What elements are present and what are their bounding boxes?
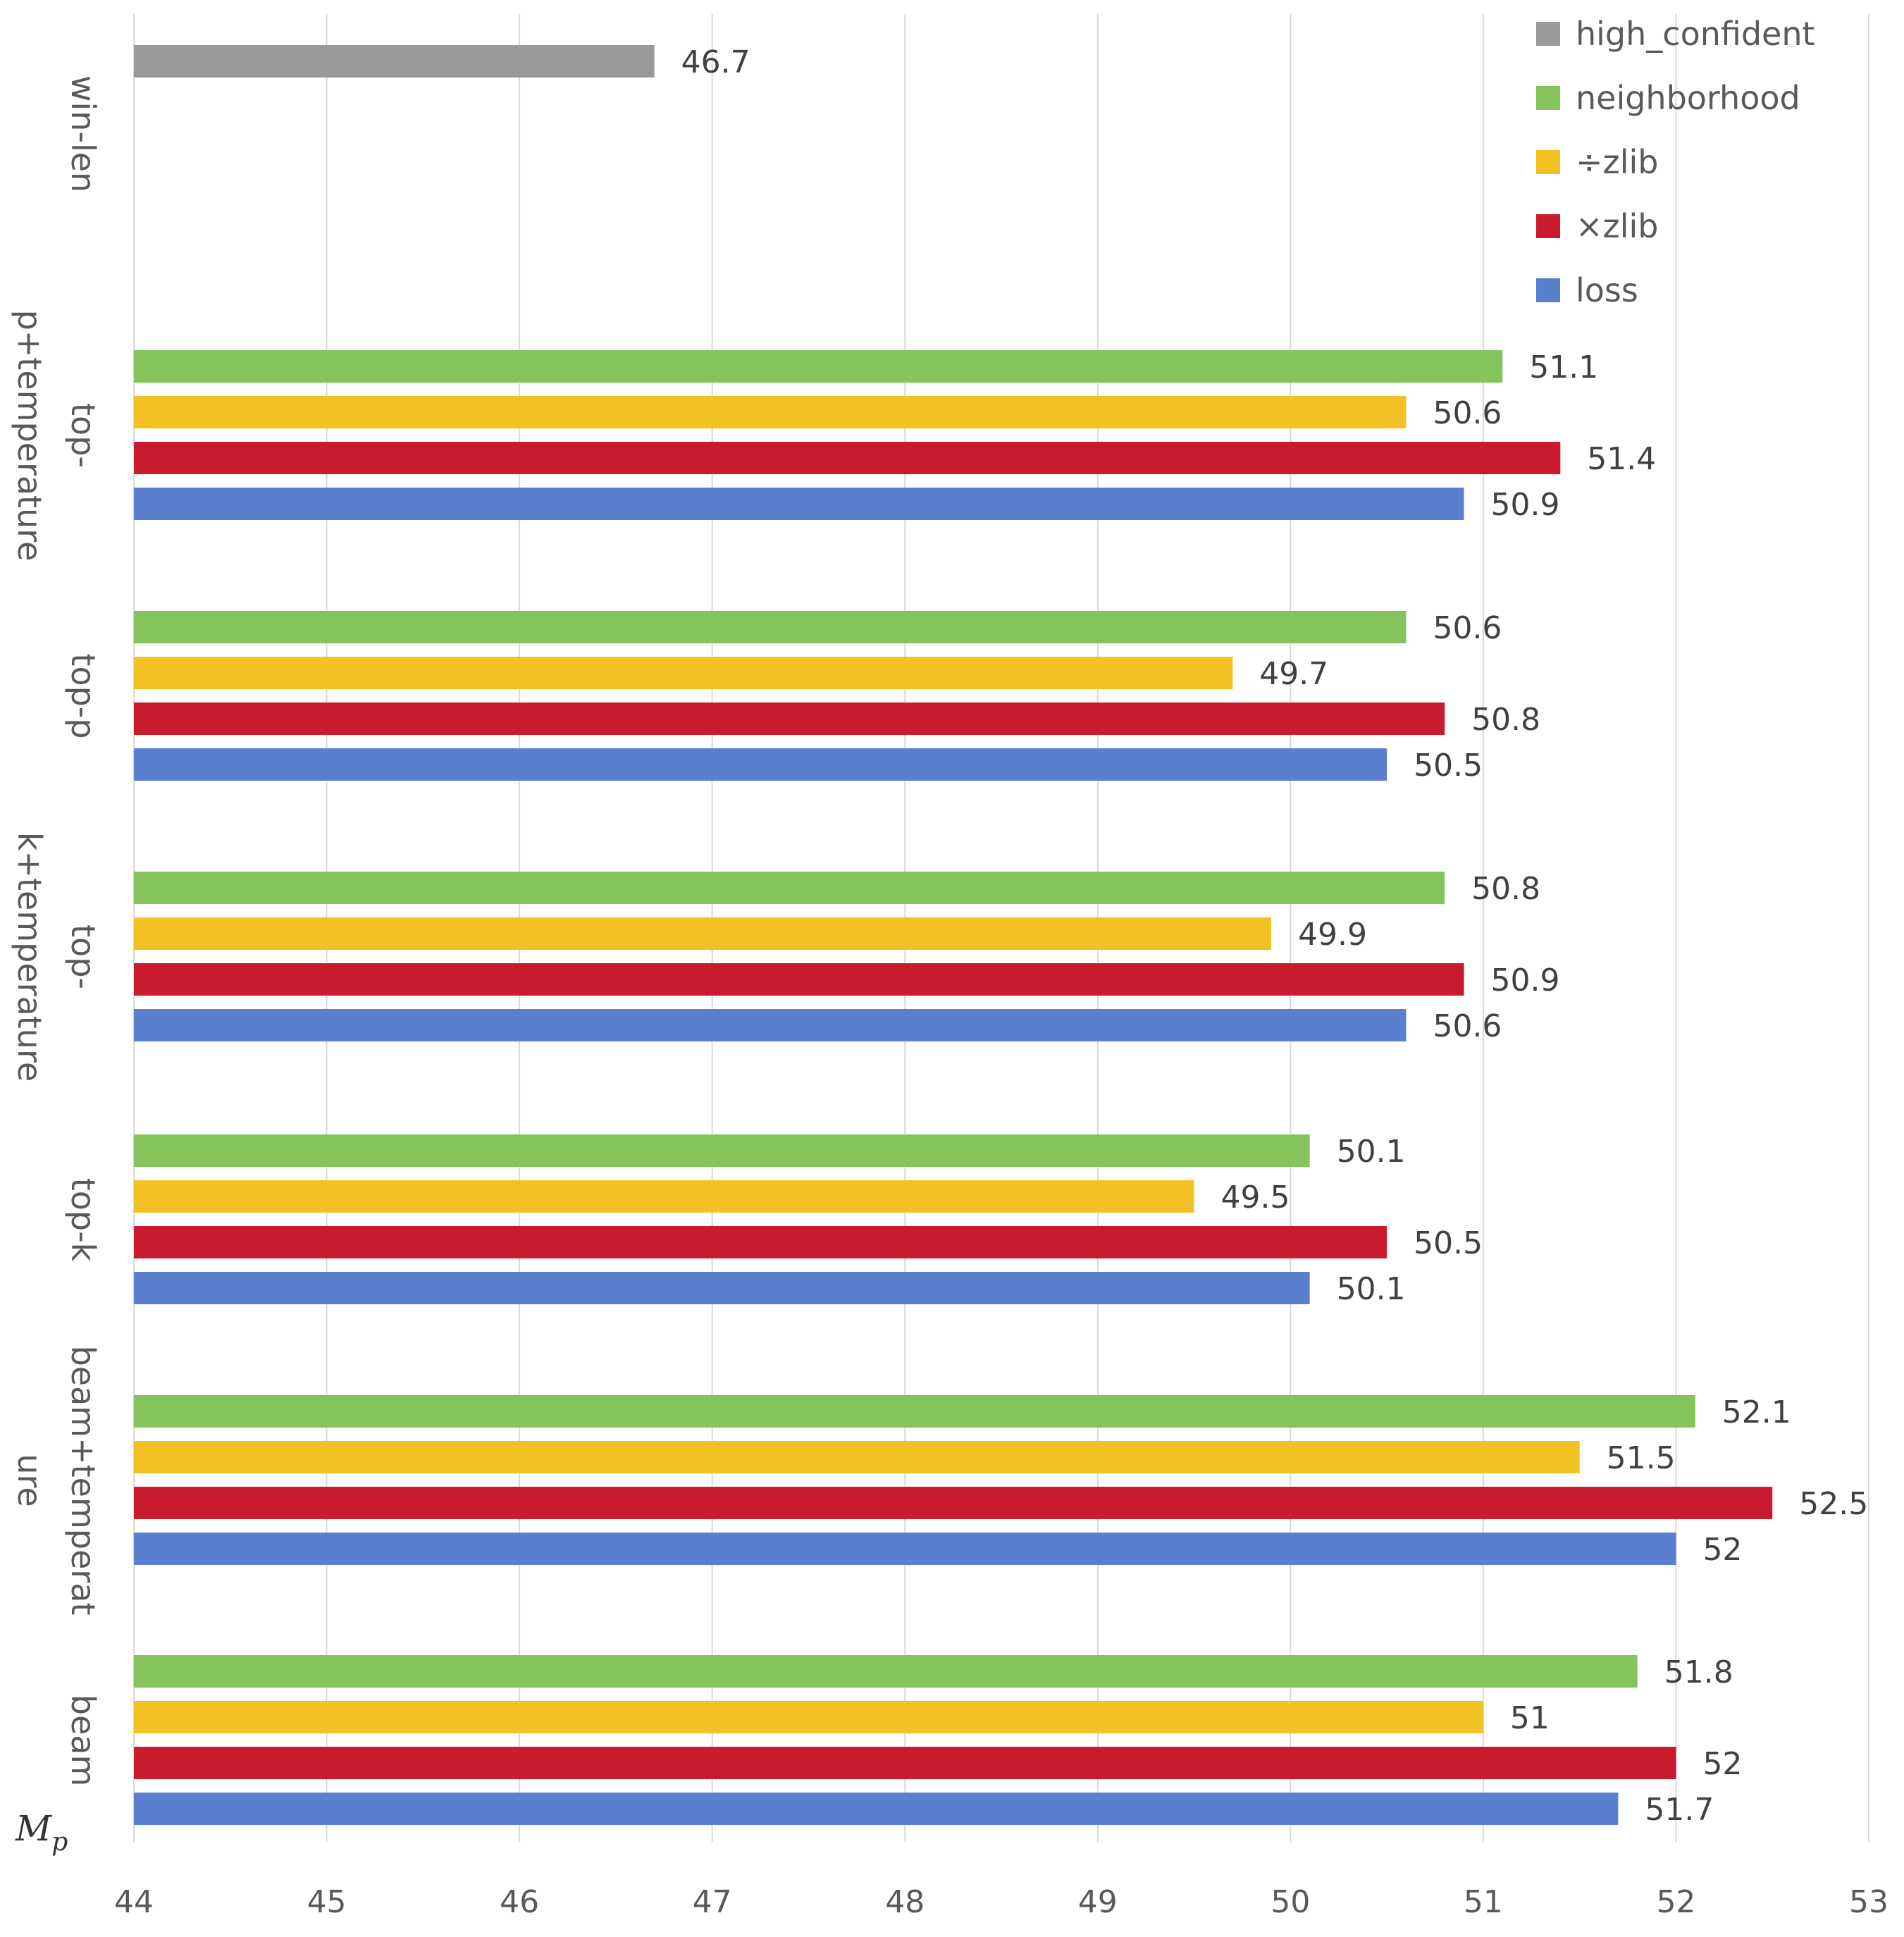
category-label-6-line-0: beam (64, 1695, 102, 1787)
bar-÷zlib-2 (134, 657, 1233, 689)
data-label-neighborhood-3: 50.8 (1471, 871, 1540, 907)
bar-neighborhood-3 (134, 872, 1445, 904)
bar-×zlib-4 (134, 1226, 1387, 1258)
bar-neighborhood-2 (134, 611, 1407, 643)
data-label-neighborhood-6: 51.8 (1664, 1654, 1733, 1690)
corner-label-main: M (15, 1808, 53, 1849)
data-label-high_confident-0: 46.7 (681, 44, 750, 80)
legend-swatch-÷zlib (1536, 150, 1560, 174)
x-tick-label-51: 51 (1464, 1884, 1503, 1920)
x-tick-label-50: 50 (1271, 1884, 1310, 1920)
legend-label-÷zlib: ÷zlib (1576, 143, 1658, 181)
data-label-loss-4: 50.1 (1337, 1271, 1406, 1307)
category-label-1-line-0: top- (64, 403, 102, 468)
legend-swatch-loss (1536, 278, 1560, 302)
data-label-÷zlib-5: 51.5 (1607, 1440, 1676, 1476)
bar-÷zlib-1 (134, 396, 1407, 428)
x-axis-ticks: 44 45 46 47 48 49 50 51 52 53 (114, 1884, 1888, 1920)
bar-loss-1 (134, 488, 1464, 520)
category-label-4-line-0: top-k (64, 1178, 102, 1262)
bar-loss-4 (134, 1272, 1310, 1304)
data-label-neighborhood-4: 50.1 (1337, 1134, 1406, 1170)
category-label-3-line-1: k+temperature (11, 832, 49, 1082)
category-label-2-line-0: top-p (64, 653, 102, 738)
category-label-1-line-1: p+temperature (11, 310, 49, 562)
bar-loss-2 (134, 748, 1387, 781)
bar-neighborhood-6 (134, 1655, 1638, 1688)
x-tick-label-49: 49 (1078, 1884, 1118, 1920)
x-tick-label-45: 45 (307, 1884, 347, 1920)
bar-loss-5 (134, 1533, 1676, 1565)
bars (134, 45, 1773, 1825)
bar-×zlib-6 (134, 1747, 1676, 1779)
legend-label-high_confident: high_confident (1576, 15, 1815, 53)
x-tick-label-44: 44 (114, 1884, 154, 1920)
x-tick-label-53: 53 (1849, 1884, 1888, 1920)
bar-÷zlib-4 (134, 1180, 1194, 1213)
data-label-×zlib-3: 50.9 (1491, 963, 1560, 998)
legend: high_confident neighborhood ÷zlib ×zlib loss (1536, 15, 1815, 309)
category-label-0-line-0: win-len (64, 75, 102, 192)
bar-loss-3 (134, 1009, 1407, 1041)
data-label-loss-6: 51.7 (1645, 1792, 1714, 1828)
legend-swatch-neighborhood (1536, 86, 1560, 110)
x-tick-label-52: 52 (1656, 1884, 1695, 1920)
data-labels: 46.7 51.1 50.6 51.4 50.9 50.6 49.7 50.8 50.5 50.8… (681, 44, 1869, 1828)
data-label-loss-3: 50.6 (1433, 1008, 1502, 1044)
bar-×zlib-1 (134, 442, 1561, 474)
data-label-÷zlib-6: 51 (1510, 1700, 1550, 1736)
bar-×zlib-5 (134, 1487, 1773, 1519)
legend-swatch-×zlib (1536, 214, 1560, 238)
bar-high_confident-0 (134, 45, 655, 78)
legend-label-neighborhood: neighborhood (1576, 79, 1800, 117)
bar-÷zlib-5 (134, 1441, 1580, 1473)
bar-÷zlib-6 (134, 1701, 1483, 1733)
data-label-×zlib-2: 50.8 (1471, 702, 1540, 738)
data-label-loss-1: 50.9 (1491, 487, 1560, 523)
x-tick-label-47: 47 (693, 1884, 732, 1920)
bar-neighborhood-5 (134, 1395, 1695, 1428)
data-label-÷zlib-1: 50.6 (1433, 395, 1502, 431)
bar-÷zlib-3 (134, 917, 1271, 950)
bar-×zlib-3 (134, 963, 1464, 996)
data-label-×zlib-1: 51.4 (1587, 441, 1656, 477)
data-label-×zlib-6: 52 (1702, 1746, 1742, 1782)
data-label-×zlib-4: 50.5 (1414, 1225, 1483, 1261)
data-label-neighborhood-5: 52.1 (1722, 1394, 1791, 1430)
category-labels: win-len top-p+temperature top-p top-k+tempe… (11, 75, 102, 1786)
data-label-÷zlib-2: 49.7 (1259, 656, 1328, 692)
data-label-neighborhood-1: 51.1 (1529, 349, 1598, 385)
legend-swatch-high_confident (1536, 22, 1560, 46)
data-label-loss-5: 52 (1702, 1532, 1742, 1568)
category-label-3-line-0: top- (64, 924, 102, 989)
data-label-×zlib-5: 52.5 (1799, 1486, 1868, 1522)
category-label-5-line-0: beam+temperat (64, 1346, 102, 1616)
corner-label-sub: p (51, 1828, 68, 1857)
data-label-÷zlib-4: 49.5 (1221, 1180, 1290, 1215)
data-label-neighborhood-2: 50.6 (1433, 610, 1502, 646)
category-label-5-line-1: ure (11, 1454, 49, 1506)
legend-label-loss: loss (1576, 271, 1638, 309)
x-tick-label-48: 48 (885, 1884, 925, 1920)
bar-loss-6 (134, 1793, 1619, 1825)
legend-label-×zlib: ×zlib (1576, 207, 1658, 245)
bar-neighborhood-4 (134, 1134, 1310, 1167)
corner-label: Mp (15, 1808, 68, 1857)
bar-neighborhood-1 (134, 350, 1503, 383)
x-tick-label-46: 46 (500, 1884, 539, 1920)
data-label-loss-2: 50.5 (1414, 748, 1483, 784)
bar-×zlib-2 (134, 703, 1445, 735)
data-label-÷zlib-3: 49.9 (1298, 917, 1367, 953)
